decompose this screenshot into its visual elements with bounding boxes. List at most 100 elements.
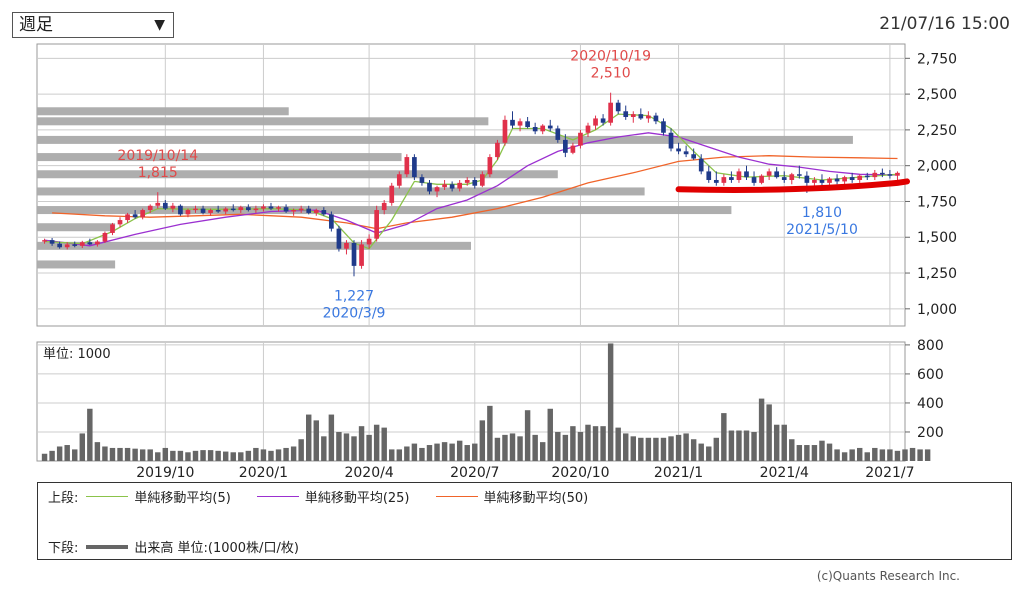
volume-bar	[87, 408, 93, 461]
price-profile-bar	[37, 153, 402, 162]
volume-bar	[660, 437, 667, 461]
volume-bar	[192, 450, 199, 461]
candle-body	[42, 240, 47, 242]
candle-body	[374, 210, 379, 239]
candle-body	[766, 171, 772, 176]
volume-bar	[275, 449, 282, 461]
volume-bar	[872, 447, 878, 461]
candle-body	[291, 210, 296, 212]
ma50-line	[52, 155, 898, 230]
candle-body	[479, 174, 485, 186]
candle-body	[72, 244, 78, 246]
volume-bar	[585, 424, 591, 461]
candle-body	[147, 205, 153, 211]
candle-body	[608, 102, 613, 123]
candle-body	[646, 115, 651, 119]
legend-upper-row: 上段: 単純移動平均(5) 単純移動平均(25) 単純移動平均(50)	[48, 487, 606, 506]
volume-bar	[260, 449, 267, 461]
candle-body	[668, 132, 674, 149]
legend-ma25: 単純移動平均(25)	[304, 491, 410, 506]
volume-bar	[630, 436, 636, 461]
volume-bar	[834, 449, 840, 461]
volume-bar	[170, 450, 176, 461]
volume-bar	[789, 439, 795, 461]
candle-body	[412, 157, 417, 178]
x-tick-label: 2020/10	[551, 465, 609, 480]
price-y-tick-label: 2,000	[917, 159, 957, 175]
candle-body	[834, 178, 840, 182]
candle-body	[864, 175, 870, 178]
price-y-tick-label: 1,250	[917, 266, 957, 282]
candle-body	[525, 121, 530, 128]
candle-body	[827, 178, 832, 183]
volume-bar	[690, 439, 697, 461]
volume-bar	[253, 447, 259, 461]
candle-body	[736, 171, 742, 180]
candle-body	[661, 121, 666, 133]
volume-bar	[328, 414, 335, 461]
legend-upper-label: 上段:	[48, 491, 79, 506]
candle-body	[540, 125, 546, 132]
volume-bar	[547, 408, 553, 461]
annotation-high-value: 2,510	[591, 66, 631, 82]
legend-box: 上段: 単純移動平均(5) 単純移動平均(25) 単純移動平均(50) 下段: …	[37, 482, 1012, 560]
legend-lower-label: 下段:	[48, 541, 79, 556]
volume-bar	[298, 439, 304, 461]
candle-body	[245, 207, 251, 211]
price-profile-bar	[37, 260, 116, 269]
volume-bar	[177, 450, 184, 461]
candle-body	[857, 175, 863, 180]
chevron-down-icon: ▼	[154, 17, 165, 33]
candle-body	[57, 243, 62, 248]
volume-bar	[887, 449, 893, 461]
candle-body	[849, 177, 855, 180]
volume-bar	[124, 447, 131, 461]
candle-body	[570, 145, 576, 153]
candle-body	[683, 151, 689, 155]
volume-bar	[766, 404, 772, 461]
price-profile-bar	[37, 117, 489, 126]
volume-bar	[804, 445, 810, 461]
volume-bar	[607, 343, 614, 461]
candle-body	[895, 172, 900, 176]
volume-bar	[796, 445, 803, 461]
annotation-low-date: 2020/3/9	[323, 305, 386, 321]
annotation-low-value: 1,810	[802, 205, 842, 221]
candle-body	[721, 177, 727, 183]
volume-bar	[336, 431, 342, 461]
volume-bar	[215, 450, 221, 461]
price-panel-frame	[36, 43, 906, 327]
period-select[interactable]: 週足 ▼	[12, 12, 174, 38]
timestamp: 21/07/16 15:00	[879, 14, 1010, 34]
volume-bar	[577, 431, 584, 461]
volume-bar	[389, 449, 395, 461]
x-tick-label: 2020/4	[344, 465, 393, 480]
volume-bar	[494, 437, 501, 461]
volume-bar	[623, 433, 629, 461]
candle-body	[449, 184, 455, 189]
volume-bar	[909, 447, 916, 461]
candle-body	[510, 119, 515, 126]
candle-body	[79, 242, 85, 246]
candle-body	[208, 210, 213, 213]
volume-bar	[811, 445, 818, 461]
legend-volume: 出来高 単位:(1000株/口/枚)	[134, 541, 299, 556]
candle-body	[585, 125, 591, 133]
volume-bar	[902, 449, 908, 461]
candle-body	[125, 214, 130, 221]
volume-bar	[185, 452, 191, 461]
candle-body	[49, 240, 55, 244]
volume-bar	[79, 433, 86, 461]
candle-body	[261, 206, 266, 209]
volume-bar	[245, 450, 252, 461]
volume-bar	[343, 433, 350, 461]
candle-body	[185, 210, 191, 215]
x-tick-label: 2021/4	[760, 465, 809, 480]
volume-bar	[306, 414, 312, 461]
price-y-tick-label: 1,500	[917, 230, 957, 246]
volume-bar	[434, 443, 440, 461]
volume-bar	[781, 424, 787, 461]
volume-bar	[381, 427, 387, 461]
volume-bar	[713, 437, 720, 461]
candle-body	[532, 127, 538, 132]
